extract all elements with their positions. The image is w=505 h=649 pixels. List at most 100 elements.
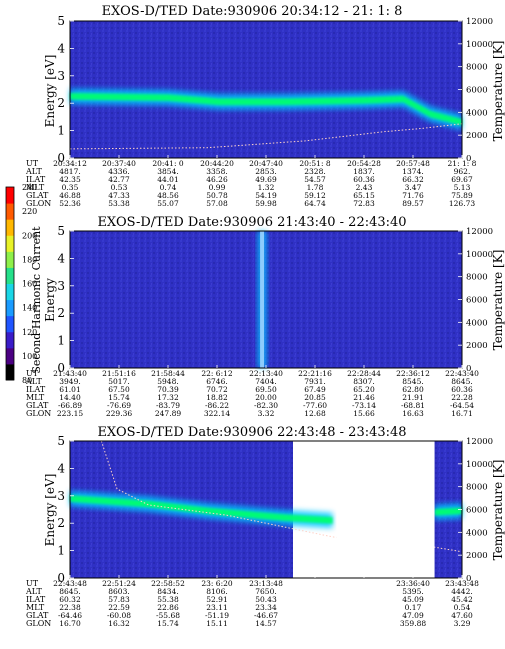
table-cell: 7404. <box>255 377 276 386</box>
table-cell: 22:21:16 <box>298 369 332 378</box>
y2-tick-label: 10000 <box>466 460 493 470</box>
table-cell: 6746. <box>206 377 227 386</box>
table-cell: -83.79 <box>156 401 180 410</box>
table-cell: 59.98 <box>255 199 277 208</box>
table-cell: 8106. <box>206 587 227 596</box>
table-cell: 3854. <box>157 167 178 176</box>
panel-2-ylabel: Energy <box>43 278 57 322</box>
row-label: GLAT <box>26 191 49 200</box>
table-cell: -68.81 <box>401 401 425 410</box>
y2-tick-label: 2000 <box>466 551 488 561</box>
table-cell: 20:54:28 <box>347 159 381 168</box>
row-label: MLT <box>26 183 45 192</box>
y-tick-label: 5 <box>57 224 65 238</box>
table-cell: 47.09 <box>402 611 424 620</box>
table-cell: 12.68 <box>304 409 326 418</box>
table-cell: 55.38 <box>157 595 179 604</box>
table-cell: 4442. <box>451 587 472 596</box>
colorbar-tick-label: 80 <box>22 376 32 385</box>
table-cell: 17.32 <box>157 393 179 402</box>
table-cell: 15.11 <box>206 619 227 628</box>
panel-2-y2-ticks: 0 2000 4000 6000 8000 10000 12000 <box>458 227 493 374</box>
row-label: ALT <box>25 377 42 386</box>
table-cell: 7650. <box>255 587 276 596</box>
table-cell: 89.57 <box>402 199 424 208</box>
table-cell: 22.86 <box>157 603 179 612</box>
y2-tick-label: 12000 <box>466 437 493 447</box>
table-cell: 22:13:40 <box>249 369 283 378</box>
panel-1-ephemeris-table: UT 20:34:12 20:37:40 20:41: 0 20:44:20 20:47:… <box>25 159 477 208</box>
panel-3: EXOS-D/TED Date:930906 22:43:48 - 23:43:… <box>25 425 505 628</box>
table-cell: 8645. <box>451 377 472 386</box>
colorbar-segment <box>6 299 14 317</box>
colorbar-tick-label: 220 <box>22 207 37 216</box>
colorbar-segment <box>6 251 14 268</box>
table-cell: 223.15 <box>57 409 83 418</box>
energy-band-2-core <box>434 507 462 516</box>
table-cell: 14.40 <box>59 393 81 402</box>
y-tick-label: 4 <box>57 41 65 55</box>
y-tick-label: 3 <box>57 279 65 293</box>
table-cell: 20:47:40 <box>249 159 283 168</box>
table-cell: -46.67 <box>254 611 278 620</box>
row-label: ILAT <box>26 595 46 604</box>
table-cell: 65.15 <box>353 191 375 200</box>
row-label: UT <box>26 159 39 168</box>
table-cell: 22:28:44 <box>347 369 381 378</box>
table-cell: 45.09 <box>402 595 424 604</box>
row-label: UT <box>26 369 39 378</box>
table-cell: 57.08 <box>206 199 228 208</box>
table-cell: 47.60 <box>451 611 473 620</box>
row-label: ILAT <box>26 175 46 184</box>
colorbar-label: Second Harmonic Current <box>30 226 43 374</box>
table-cell: 16.71 <box>451 409 472 418</box>
y-tick-label: 5 <box>57 434 65 448</box>
table-cell: 46.88 <box>59 191 81 200</box>
table-cell: 20:51: 8 <box>299 159 331 168</box>
colorbar-tick-label: 180 <box>22 255 37 264</box>
table-cell: 16.63 <box>402 409 424 418</box>
table-cell: 15.66 <box>353 409 375 418</box>
y2-tick-label: 10000 <box>466 250 493 260</box>
table-cell: 49.69 <box>255 175 277 184</box>
colorbar-segment <box>6 283 14 301</box>
table-cell: 66.32 <box>402 175 424 184</box>
table-cell: 42.77 <box>108 175 130 184</box>
table-cell: 962. <box>454 167 471 176</box>
panel-3-y2-ticks: 0 2000 4000 6000 8000 10000 12000 <box>458 437 493 584</box>
table-cell: 60.36 <box>353 175 375 184</box>
table-cell: -51.19 <box>205 611 229 620</box>
colorbar-gradient <box>6 187 14 381</box>
colorbar-segment <box>6 347 14 365</box>
energy-band-core <box>70 495 333 524</box>
y2-tick-label: 4000 <box>466 528 488 538</box>
table-cell: 1.78 <box>307 183 324 192</box>
y2-tick-label: 0 <box>466 364 471 374</box>
colorbar-segment <box>6 331 14 349</box>
table-cell: 14.57 <box>255 619 277 628</box>
table-cell: 22:58:52 <box>151 579 185 588</box>
y2-tick-label: 12000 <box>466 17 493 27</box>
table-cell: 64.74 <box>304 199 326 208</box>
table-cell: 22:43:40 <box>445 369 479 378</box>
row-label: ILAT <box>26 385 46 394</box>
y-tick-label: 0 <box>57 571 65 585</box>
table-cell: 21:43:40 <box>53 369 87 378</box>
panel-1-title: EXOS-D/TED Date:930906 20:34:12 - 21: 1:… <box>102 4 403 19</box>
table-cell: 52.36 <box>59 199 81 208</box>
table-cell: 23:36:40 <box>396 579 430 588</box>
table-cell: 20.00 <box>255 393 277 402</box>
y2-tick-label: 6000 <box>466 506 488 516</box>
table-cell: -82.30 <box>254 401 278 410</box>
table-cell: 1.32 <box>258 183 275 192</box>
panel-1-y2-ticks: 0 2000 4000 6000 8000 10000 12000 <box>458 17 493 164</box>
table-cell: 2328. <box>304 167 325 176</box>
table-cell: 21:51:16 <box>102 369 136 378</box>
data-gap <box>336 441 435 578</box>
row-label: GLON <box>26 619 51 628</box>
row-label: GLON <box>26 199 51 208</box>
panel-3-y2label: Temperature [K] <box>491 460 505 561</box>
panel-1: EXOS-D/TED Date:930906 20:34:12 - 21: 1:… <box>25 4 505 208</box>
table-cell: 16.32 <box>108 619 130 628</box>
